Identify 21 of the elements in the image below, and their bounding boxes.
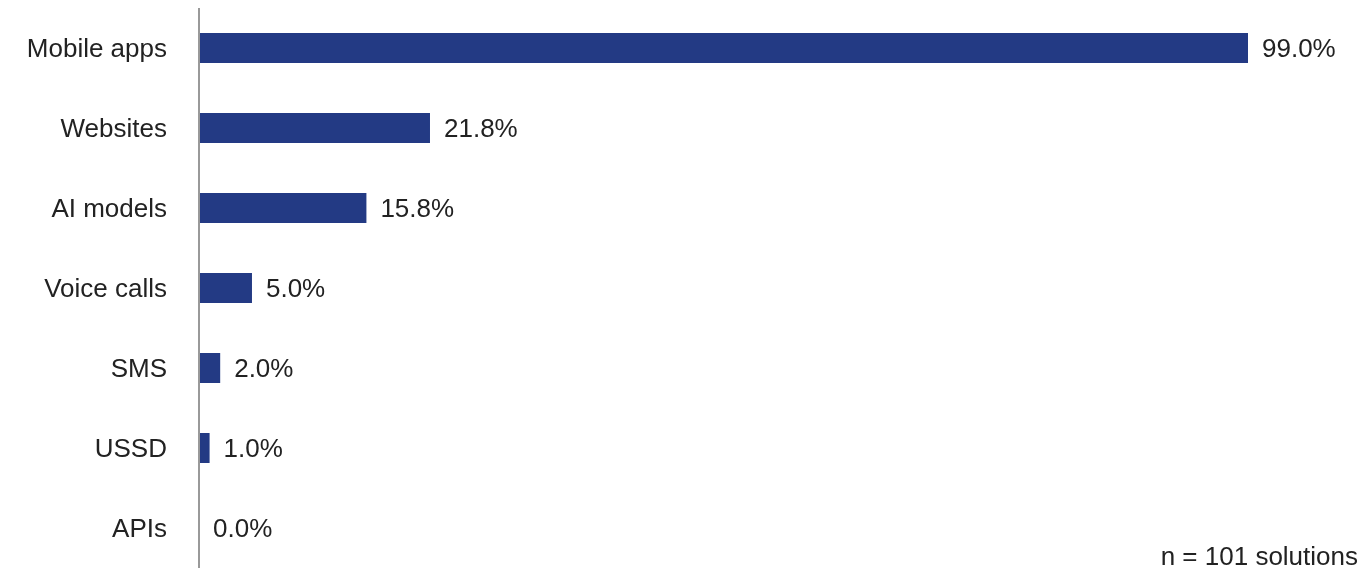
y-tick-label: Mobile apps (26, 33, 167, 64)
y-tick-label: AI models (51, 193, 167, 224)
y-tick-label: Websites (60, 113, 167, 144)
bar (199, 353, 221, 383)
y-tick-label: SMS (110, 353, 167, 384)
y-tick-label: USSD (94, 433, 167, 464)
data-label: 0.0% (213, 513, 273, 544)
data-label: 21.8% (443, 113, 518, 144)
annotation: n = 101 solutions (1160, 541, 1358, 571)
data-label: 99.0% (1262, 33, 1336, 64)
y-tick-label: Voice calls (44, 273, 167, 304)
data-label: 2.0% (234, 353, 294, 384)
bar (199, 33, 1248, 63)
y-tick-label: APIs (112, 513, 167, 544)
bar (199, 193, 367, 223)
bar (199, 273, 252, 303)
bar (199, 433, 210, 463)
data-label: 5.0% (265, 273, 326, 304)
bar (199, 113, 430, 143)
data-label: 15.8% (380, 193, 455, 224)
data-label: 1.0% (223, 433, 283, 464)
